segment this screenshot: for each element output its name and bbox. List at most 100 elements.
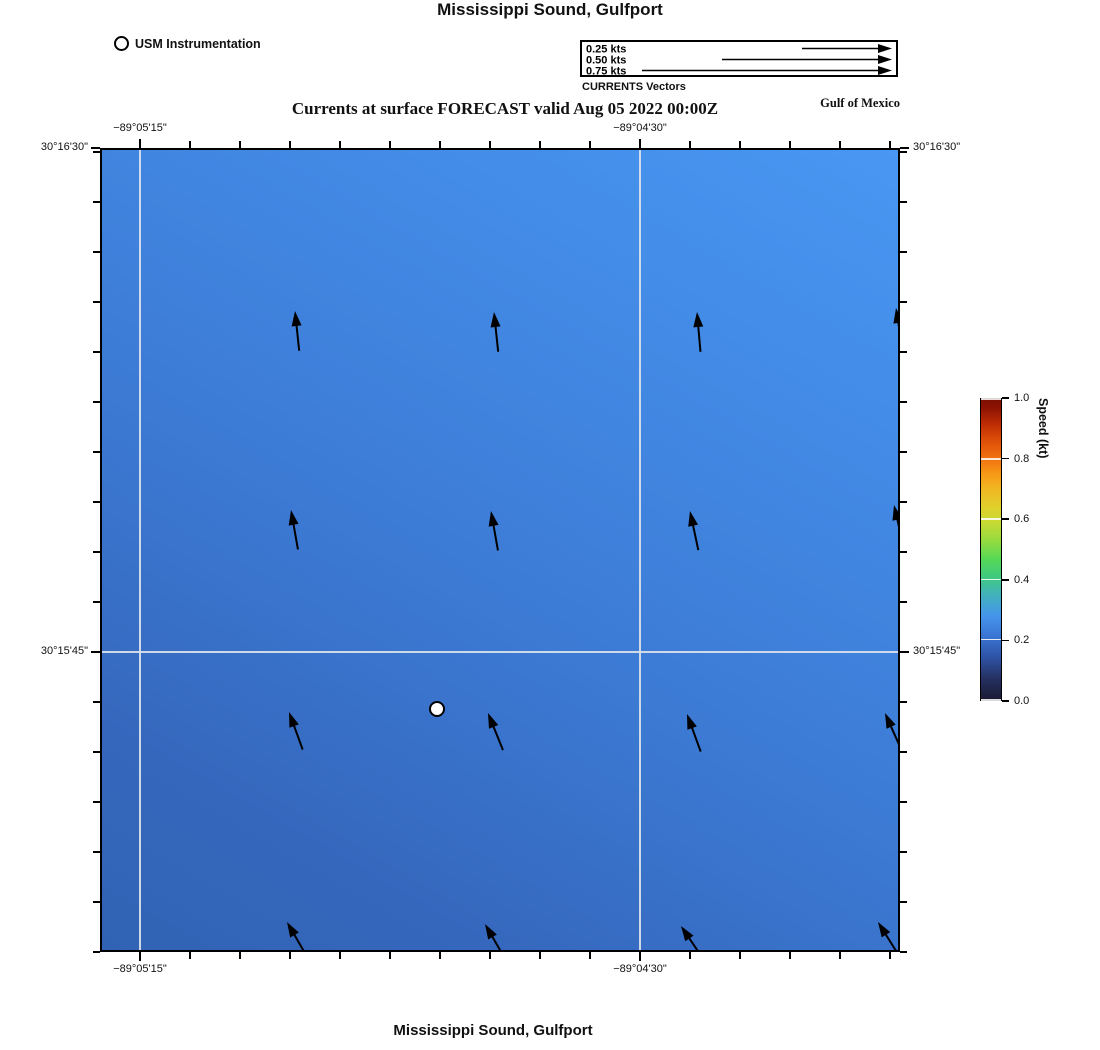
x-axis-label-top: −89°05'15" [113, 122, 167, 134]
y-axis-tick [900, 301, 907, 303]
x-axis-tick [289, 952, 291, 959]
y-axis-tick [900, 151, 907, 153]
y-axis-tick [93, 551, 100, 553]
x-axis-tick [589, 141, 591, 148]
colorbar-gridline [981, 638, 1001, 641]
x-axis-tick [489, 952, 491, 959]
y-axis-label-left: 30°16'30" [40, 141, 88, 153]
map-gridline-vertical [639, 150, 641, 950]
vector-legend-caption: CURRENTS Vectors [582, 81, 686, 93]
y-axis-tick [93, 601, 100, 603]
usm-station-marker [428, 700, 445, 717]
x-axis-tick [439, 141, 441, 148]
station-legend: USM Instrumentation [114, 36, 261, 51]
x-axis-tick [889, 952, 891, 959]
x-axis-tick [589, 952, 591, 959]
colorbar-gridline [981, 578, 1001, 581]
y-axis-tick [93, 751, 100, 753]
x-axis-tick [839, 952, 841, 959]
x-axis-tick [389, 952, 391, 959]
y-axis-tick [93, 151, 100, 153]
y-axis-tick [900, 901, 907, 903]
x-axis-tick [139, 952, 141, 961]
y-axis-tick [93, 501, 100, 503]
colorbar-tick-label: 0.4 [1014, 573, 1030, 586]
colorbar-tick [1002, 700, 1009, 702]
y-axis-tick [900, 201, 907, 203]
y-axis-label-right: 30°15'45" [913, 645, 961, 657]
vector-scale-legend: 0.25 kts 0.50 kts 0.75 kts [580, 40, 898, 77]
x-axis-tick [539, 141, 541, 148]
y-axis-tick [900, 801, 907, 803]
y-axis-tick [900, 147, 909, 149]
y-axis-tick [91, 147, 100, 149]
x-axis-label-top: −89°04'30" [613, 122, 667, 134]
x-axis-tick [689, 141, 691, 148]
x-axis-tick [789, 952, 791, 959]
x-axis-tick [339, 952, 341, 959]
x-axis-tick [189, 952, 191, 959]
x-axis-tick [639, 139, 641, 148]
y-axis-tick [900, 951, 907, 953]
y-axis-tick [900, 351, 907, 353]
y-axis-tick [93, 201, 100, 203]
y-axis-label-left: 30°15'45" [40, 645, 88, 657]
x-axis-tick [339, 141, 341, 148]
current-vectors-layer [287, 308, 898, 950]
colorbar-tick-label: 0.8 [1014, 452, 1030, 465]
x-axis-label-bottom: −89°05'15" [113, 963, 167, 975]
x-axis-tick [839, 141, 841, 148]
map-gridline-vertical [139, 150, 141, 950]
y-axis-tick [900, 651, 909, 653]
speed-colorbar [980, 398, 1002, 701]
colorbar-gridline [981, 699, 1001, 701]
colorbar-tick-label: 0.0 [1014, 695, 1030, 707]
vector-scale-label: 0.25 kts [586, 44, 626, 56]
y-axis-tick [900, 551, 907, 553]
x-axis-tick [539, 952, 541, 959]
y-axis-tick [93, 401, 100, 403]
colorbar-tick-label: 1.0 [1014, 392, 1030, 404]
x-axis-tick [389, 141, 391, 148]
x-axis-tick [689, 952, 691, 959]
colorbar-tick [1002, 518, 1009, 520]
vector-scale-label: 0.50 kts [586, 55, 626, 67]
x-axis-tick [889, 141, 891, 148]
y-axis-tick [93, 851, 100, 853]
colorbar-tick [1002, 457, 1009, 460]
colorbar-tick-label: 0.6 [1014, 513, 1030, 526]
y-axis-tick [900, 601, 907, 603]
x-axis-tick [439, 952, 441, 959]
x-axis-tick [139, 139, 141, 148]
y-axis-tick [93, 951, 100, 953]
x-axis-label-bottom: −89°04'30" [613, 963, 667, 975]
y-axis-tick [93, 701, 100, 703]
y-axis-tick [900, 251, 907, 253]
region-label: Gulf of Mexico [820, 96, 900, 110]
y-axis-tick [900, 501, 907, 503]
map-gridline-horizontal [102, 651, 898, 653]
colorbar-label: Speed (kt) [1036, 398, 1050, 459]
y-axis-tick [900, 451, 907, 453]
y-axis-tick [93, 301, 100, 303]
y-axis-tick [900, 851, 907, 853]
x-axis-tick [639, 952, 641, 961]
current-map [100, 148, 900, 952]
colorbar-tick [1002, 397, 1009, 399]
vector-scale-label: 0.75 kts [586, 66, 626, 76]
station-legend-label: USM Instrumentation [135, 36, 261, 51]
colorbar-tick [1002, 579, 1009, 581]
colorbar-tick-label: 0.2 [1014, 634, 1030, 647]
x-axis-tick [739, 141, 741, 148]
y-axis-label-right: 30°16'30" [913, 141, 961, 153]
y-axis-tick [93, 251, 100, 253]
page-title: Mississippi Sound, Gulfport [437, 0, 663, 19]
colorbar-gridline [981, 398, 1001, 400]
y-axis-tick [900, 401, 907, 403]
y-axis-tick [93, 801, 100, 803]
x-axis-tick [289, 141, 291, 148]
x-axis-tick [739, 952, 741, 959]
x-axis-tick [489, 141, 491, 148]
